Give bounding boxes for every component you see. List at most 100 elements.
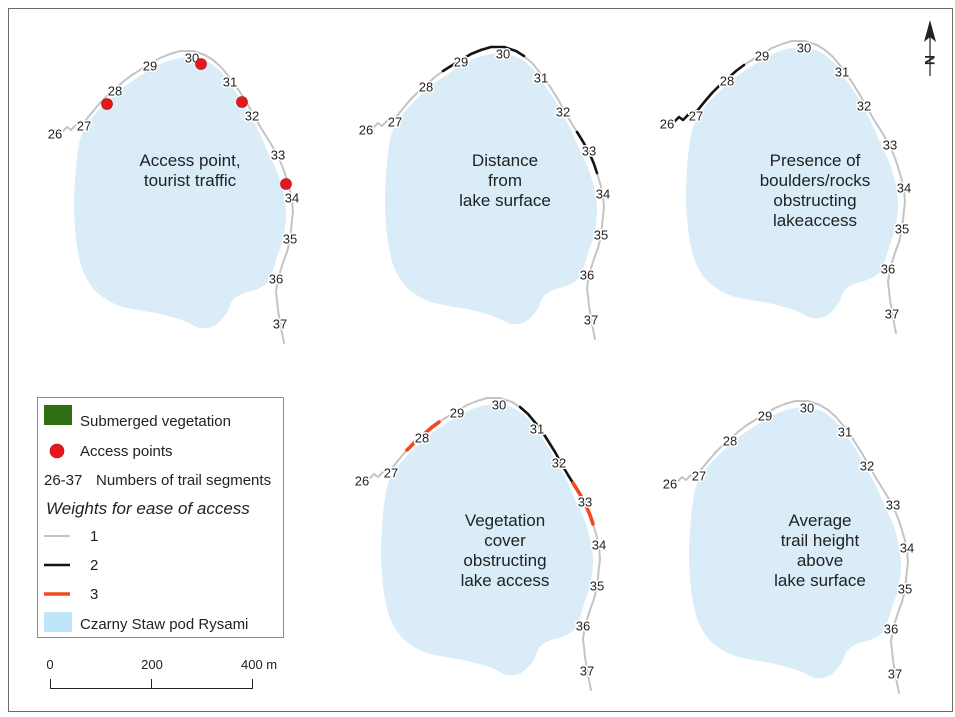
trail-segment-number: 36 xyxy=(580,268,594,283)
trail-segment-number: 33 xyxy=(582,144,596,159)
trail-segment-number: 30 xyxy=(492,398,506,413)
trail-segment-number: 36 xyxy=(576,619,590,634)
scale-bar-line xyxy=(50,679,253,689)
trail-segment-number: 37 xyxy=(885,307,899,322)
trail-segment-number: 29 xyxy=(143,59,157,74)
panel-label-line: obstructing xyxy=(773,191,856,210)
north-arrow-head xyxy=(924,20,936,42)
trail-segment-37 xyxy=(276,299,285,344)
trail-segment-number: 29 xyxy=(450,406,464,421)
trail-segment-number: 28 xyxy=(415,431,429,446)
legend-submerged-vegetation-label: Submerged vegetation xyxy=(80,413,231,430)
trail-segment-36 xyxy=(582,606,592,648)
trail-segment-30 xyxy=(169,50,214,61)
trail-segment-27 xyxy=(75,102,101,126)
trail-segment-number: 28 xyxy=(108,84,122,99)
trail-segment-30 xyxy=(479,45,526,58)
trail-segment-number: 37 xyxy=(584,313,598,328)
trail-segment-37 xyxy=(583,646,592,691)
trail-segment-number: 33 xyxy=(883,138,897,153)
trail-segment-31 xyxy=(518,405,552,446)
trail-segment-number: 33 xyxy=(271,148,285,163)
trail-segment-number: 28 xyxy=(720,74,734,89)
trail-segment-number: 33 xyxy=(886,498,900,513)
trail-segment-number: 36 xyxy=(269,272,283,287)
trail-segment-33 xyxy=(575,130,599,175)
trail-segment-27 xyxy=(386,98,412,122)
trail-segment-35 xyxy=(590,566,600,608)
panel-label-line: from xyxy=(488,171,522,190)
trail-segment-26 xyxy=(373,120,388,128)
trail-segment-36 xyxy=(890,609,900,651)
legend-weights-title: Weights for ease of access xyxy=(46,499,250,518)
trail-segment-29 xyxy=(131,53,171,76)
trail-segment-number: 29 xyxy=(755,49,769,64)
lake-shape xyxy=(689,407,902,679)
trail-segment-29 xyxy=(441,48,483,73)
trail-segment-number: 37 xyxy=(888,667,902,682)
trail-segment-number: 27 xyxy=(692,469,706,484)
trail-segment-number: 26 xyxy=(660,117,674,132)
trail-segment-number: 26 xyxy=(48,127,62,142)
trail-segment-29 xyxy=(743,43,783,66)
trail-segment-31 xyxy=(523,55,555,94)
trail-segment-number: 37 xyxy=(273,317,287,332)
trail-segment-number: 31 xyxy=(534,71,548,86)
trail-segment-number: 27 xyxy=(388,115,402,130)
trail-segment-31 xyxy=(827,409,859,448)
trail-segment-number: 26 xyxy=(355,474,369,489)
access-point-marker xyxy=(195,58,207,70)
trail-segment-28 xyxy=(405,420,441,452)
trail-segment-35 xyxy=(895,209,905,251)
trail-segment-number: 31 xyxy=(835,65,849,80)
legend-weight-1-label: 1 xyxy=(90,528,98,545)
trail-segment-number: 35 xyxy=(283,232,297,247)
access-point-marker xyxy=(280,178,292,190)
scale-label-200: 200 xyxy=(141,657,163,672)
panel-label-line: cover xyxy=(484,531,526,550)
trail-segment-number: 27 xyxy=(384,466,398,481)
trail-segment-number: 35 xyxy=(895,222,909,237)
panel-label-line: lakeaccess xyxy=(773,211,857,230)
trail-segment-number: 34 xyxy=(592,538,606,553)
trail-segment-number: 30 xyxy=(797,41,811,56)
trail-segment-27 xyxy=(690,452,716,476)
trail-segment-26 xyxy=(369,471,384,479)
trail-segment-number: 36 xyxy=(884,622,898,637)
trail-segment-number: 28 xyxy=(723,434,737,449)
legend-lake-label: Czarny Staw pod Rysami xyxy=(80,616,248,633)
panel-label-line: obstructing xyxy=(463,551,546,570)
trail-segment-number: 31 xyxy=(838,425,852,440)
panel-label-line: Average xyxy=(788,511,851,530)
trail-segment-31 xyxy=(212,59,244,98)
trail-segment-number: 32 xyxy=(860,459,874,474)
panel-label-line: Access point, xyxy=(139,151,240,170)
trail-segment-number: 29 xyxy=(758,409,772,424)
trail-segment-number: 35 xyxy=(898,582,912,597)
legend-weight-3-label: 3 xyxy=(90,586,98,603)
panel-label-line: above xyxy=(797,551,843,570)
trail-segment-37 xyxy=(891,649,900,694)
trail-segment-number: 29 xyxy=(454,55,468,70)
legend-box xyxy=(37,397,284,638)
trail-segment-32 xyxy=(553,92,578,133)
trail-segment-number: 31 xyxy=(530,422,544,437)
trail-segment-36 xyxy=(887,249,897,291)
north-arrow-label: N xyxy=(922,55,938,65)
access-point-marker xyxy=(101,98,113,110)
trail-segment-34 xyxy=(897,166,906,211)
legend-access-points-label: Access points xyxy=(80,443,173,460)
panel-label-line: tourist traffic xyxy=(144,171,237,190)
trail-segment-number: 27 xyxy=(689,109,703,124)
panel-label-line: trail height xyxy=(781,531,860,550)
scale-label-400: 400 m xyxy=(241,657,277,672)
trail-segment-28 xyxy=(710,63,746,95)
panel-label-line: Vegetation xyxy=(465,511,545,530)
trail-segment-26 xyxy=(673,113,690,123)
legend-segments-label: Numbers of trail segments xyxy=(96,472,271,489)
